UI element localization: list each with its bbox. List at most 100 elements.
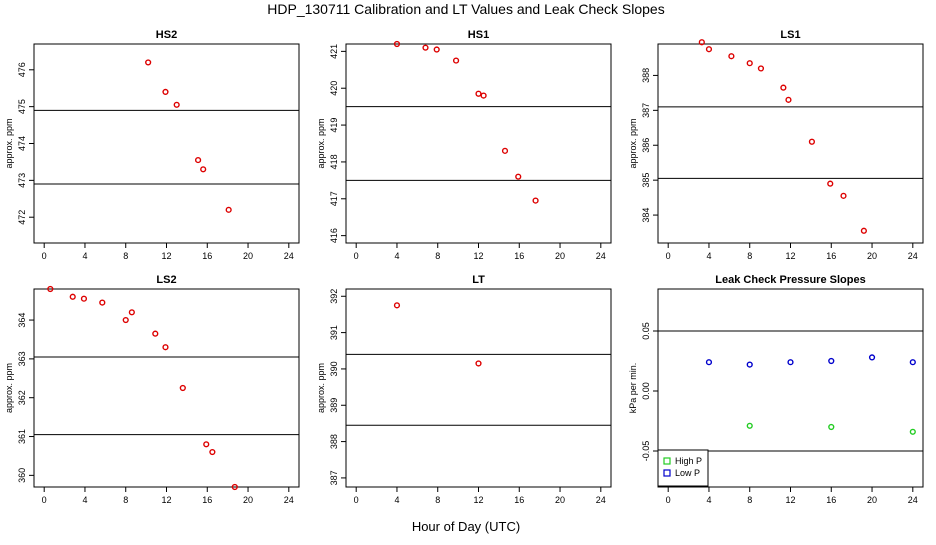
y-tick-label: 421: [329, 44, 339, 59]
y-tick-label: 416: [329, 228, 339, 243]
data-point: [515, 173, 522, 180]
data-point: [909, 359, 916, 366]
y-tick-label: 475: [17, 99, 27, 114]
legend-box: [657, 449, 709, 487]
data-point: [808, 138, 816, 145]
x-axis-label: Hour of Day (UTC): [412, 519, 520, 534]
data-point: [209, 448, 216, 456]
data-point: [728, 53, 735, 60]
data-point: [393, 40, 401, 48]
data-point: [746, 60, 753, 67]
x-tick-label: 0: [666, 251, 671, 261]
y-axis-label: approx. ppm: [316, 118, 326, 168]
data-point: [203, 441, 210, 448]
x-tick-label: 24: [908, 251, 918, 261]
data-point: [173, 101, 180, 108]
x-tick-label: 12: [473, 251, 483, 261]
panel-title: LS2: [156, 274, 176, 286]
plot-frame: [345, 288, 612, 488]
x-tick-label: 0: [42, 251, 47, 261]
x-tick-label: 20: [243, 251, 253, 261]
data-point: [909, 428, 916, 435]
y-tick-label: 0.05: [641, 322, 651, 340]
x-tick-label: 16: [202, 495, 212, 505]
panels: HS2 0 4 8 12 16 20 24 472 473 474 475 476 approx. ppm…: [4, 29, 924, 505]
data-point: [532, 197, 539, 204]
y-tick-label: 388: [329, 434, 339, 449]
data-point: [698, 39, 705, 46]
y-tick-label: 0.00: [641, 382, 651, 400]
x-tick-label: 12: [473, 495, 483, 505]
x-tick-label: 20: [243, 495, 253, 505]
x-tick-label: 8: [747, 251, 752, 261]
y-tick-label: 385: [641, 173, 651, 188]
y-tick-label: 473: [17, 173, 27, 188]
y-tick-label: 420: [329, 81, 339, 96]
data-point: [152, 330, 159, 337]
x-tick-label: 8: [747, 495, 752, 505]
y-tick-label: 387: [329, 470, 339, 485]
y-tick-label: 392: [329, 289, 339, 304]
data-point: [828, 423, 835, 431]
data-point: [162, 344, 169, 351]
x-tick-label: 24: [596, 495, 606, 505]
data-point: [785, 96, 792, 103]
x-tick-label: 16: [826, 251, 836, 261]
data-point: [47, 285, 54, 293]
x-tick-label: 16: [514, 251, 524, 261]
plot-frame: [657, 43, 924, 244]
x-tick-label: 12: [161, 251, 171, 261]
y-tick-label: 419: [329, 118, 339, 133]
data-point: [452, 57, 460, 64]
y-tick-label: 390: [329, 361, 339, 376]
y-axis-label: approx. ppm: [4, 118, 14, 168]
panel-4: LS2 0 4 8 12 16 20 24 360 361 362 363 364 approx. ppm: [4, 274, 300, 505]
x-tick-label: 0: [354, 251, 359, 261]
y-tick-label: 362: [17, 390, 27, 405]
x-tick-label: 0: [666, 495, 671, 505]
y-tick-label: 363: [17, 351, 27, 366]
data-point: [705, 359, 713, 366]
x-tick-label: 0: [42, 495, 47, 505]
panel-3: LS1 0 4 8 12 16 20 24 384 385 386 387 388 approx. ppm: [628, 29, 924, 261]
data-point: [828, 357, 835, 365]
data-point: [231, 483, 238, 491]
x-tick-label: 4: [82, 495, 87, 505]
panel-1: HS2 0 4 8 12 16 20 24 472 473 474 475 476 approx. ppm: [4, 29, 300, 261]
x-tick-label: 24: [908, 495, 918, 505]
data-point: [69, 293, 76, 300]
panel-2: HS1 0 4 8 12 16 20 24 416 417 418 419 420 421 approx. …: [316, 29, 612, 261]
data-point: [860, 227, 867, 234]
y-tick-label: 360: [17, 468, 27, 483]
y-tick-label: 386: [641, 138, 651, 153]
data-point: [746, 361, 753, 368]
y-tick-label: 474: [17, 136, 27, 151]
x-tick-label: 8: [123, 495, 128, 505]
x-tick-label: 16: [514, 495, 524, 505]
data-point: [393, 302, 401, 309]
legend-marker: [663, 457, 671, 465]
y-tick-label: 391: [329, 325, 339, 340]
y-tick-label: 384: [641, 208, 651, 223]
legend-label: Low P: [675, 468, 700, 478]
x-tick-label: 20: [867, 251, 877, 261]
x-tick-label: 16: [202, 251, 212, 261]
data-point: [194, 156, 202, 164]
panel-title: HS1: [468, 29, 489, 41]
data-point: [145, 59, 152, 66]
plot-frame: [33, 43, 300, 244]
y-tick-label: 389: [329, 398, 339, 413]
y-axis-label: kPa per min.: [628, 363, 638, 414]
data-point: [480, 92, 487, 99]
data-point: [122, 316, 129, 324]
data-point: [746, 422, 753, 429]
data-point: [422, 44, 429, 51]
data-point: [501, 147, 509, 154]
x-tick-label: 4: [394, 495, 399, 505]
panel-6: Leak Check Pressure Slopes 0 4 8 12 16 20 24 -0.…: [628, 274, 924, 505]
x-tick-label: 20: [555, 251, 565, 261]
legend-label: High P: [675, 456, 702, 466]
x-tick-label: 4: [82, 251, 87, 261]
panel-5: LT 0 4 8 12 16 20 24 387 388 389 390 391 392 approx. p…: [316, 274, 612, 505]
